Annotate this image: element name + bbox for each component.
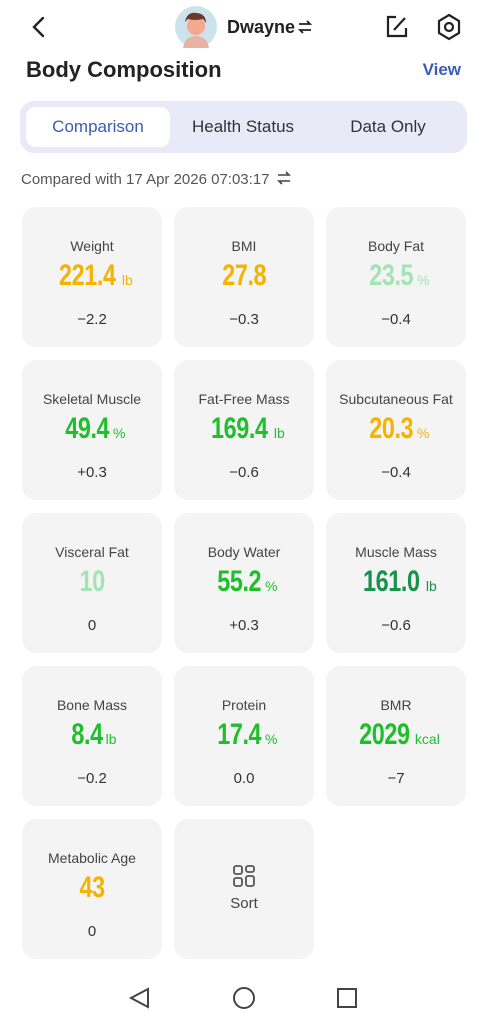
metric-change: +0.3: [229, 617, 259, 634]
nav-bar: [128, 987, 357, 1009]
metric-value: 20.3%: [326, 412, 466, 446]
metric-label: Body Fat: [367, 238, 425, 254]
metric-label: Protein: [221, 697, 267, 713]
tab[interactable]: Comparison: [26, 107, 170, 147]
section-title: Body Composition: [26, 57, 222, 82]
metric-label: Muscle Mass: [355, 544, 437, 560]
metric-change: −0.6: [229, 464, 259, 481]
metric-label: Subcutaneous Fat: [339, 391, 453, 407]
nav-home[interactable]: [233, 987, 255, 1009]
value-number: 49.4: [64, 412, 109, 445]
metric-change: −2.2: [77, 311, 107, 328]
metric-value: 27.8: [174, 259, 314, 293]
metric-change: 0: [87, 617, 97, 634]
metric-value: 221.4 lb: [22, 259, 162, 293]
metric-label: BMR: [380, 697, 412, 713]
metric-card[interactable]: BMR 2029 kcal −7: [326, 666, 466, 806]
metric-card[interactable]: Weight 221.4 lb −2.2: [22, 207, 162, 347]
metric-card[interactable]: Visceral Fat 10 0: [22, 513, 162, 653]
metric-label: BMI: [231, 238, 257, 254]
value-number: 8.4: [71, 718, 104, 751]
metric-value: 161.0 lb: [326, 565, 466, 599]
metric-card[interactable]: Muscle Mass 161.0 lb −0.6: [326, 513, 466, 653]
metric-label: Metabolic Age: [48, 850, 136, 866]
switch-icon[interactable]: [276, 171, 292, 185]
metric-value: 8.4 lb: [22, 718, 162, 752]
user-name[interactable]: Dwayne: [227, 17, 296, 37]
metric-change: −0.4: [381, 464, 411, 481]
back-button[interactable]: [28, 15, 50, 39]
metric-value: 10: [22, 565, 162, 599]
metric-change: +0.3: [77, 464, 107, 481]
value-number: 161.0: [363, 565, 420, 598]
sort-icon: [233, 865, 255, 887]
value-unit: lb: [425, 578, 437, 594]
value-unit: %: [264, 578, 278, 594]
edit-button[interactable]: [384, 14, 410, 40]
value-number: 55.2: [216, 565, 261, 598]
nav-recents[interactable]: [337, 988, 357, 1008]
tab[interactable]: Health Status: [191, 117, 295, 136]
sort-card[interactable]: Sort: [174, 819, 314, 959]
metric-card[interactable]: Metabolic Age 43 0: [22, 819, 162, 959]
metric-card[interactable]: Fat-Free Mass 169.4 lb −0.6: [174, 360, 314, 500]
value-number: 17.4: [216, 718, 261, 751]
compared-text: Compared with 17 Apr 2026 07:03:17: [21, 171, 292, 188]
value-number: 27.8: [221, 259, 266, 292]
metric-value: 23.5%: [326, 259, 466, 293]
metric-card[interactable]: BMI 27.8 −0.3: [174, 207, 314, 347]
metric-change: −0.3: [229, 311, 259, 328]
metric-label: Fat-Free Mass: [198, 391, 290, 407]
value-number: 2029: [359, 718, 410, 751]
metric-value: 49.4%: [22, 412, 162, 446]
metric-change: 0: [87, 923, 97, 940]
metric-value: 55.2%: [174, 565, 314, 599]
metric-value: 17.4%: [174, 718, 314, 752]
metric-card[interactable]: Body Water 55.2% +0.3: [174, 513, 314, 653]
value-number: 43: [79, 871, 105, 904]
metric-card[interactable]: Bone Mass 8.4 lb −0.2: [22, 666, 162, 806]
metric-card[interactable]: Body Fat 23.5% −0.4: [326, 207, 466, 347]
value-number: 10: [79, 565, 105, 598]
value-unit: %: [416, 272, 430, 288]
metric-change: −0.2: [77, 770, 107, 787]
metric-label: Bone Mass: [56, 697, 128, 713]
metric-value: 2029 kcal: [326, 718, 466, 752]
view-link[interactable]: View: [422, 60, 461, 79]
metric-change: −0.6: [381, 617, 411, 634]
value-number: 20.3: [368, 412, 413, 445]
value-unit: lb: [121, 272, 133, 288]
value-unit: lb: [105, 731, 117, 747]
value-number: 221.4: [59, 259, 116, 292]
metric-label: Visceral Fat: [55, 544, 129, 560]
metric-change: −7: [387, 770, 405, 787]
metric-label: Weight: [70, 238, 114, 254]
switch-icon[interactable]: [297, 19, 313, 35]
avatar[interactable]: [175, 6, 217, 48]
nav-back[interactable]: [128, 987, 149, 1009]
value-unit: lb: [273, 425, 285, 441]
tab-bar: Comparison Health Status Data Only: [20, 101, 467, 153]
value-unit: kcal: [414, 731, 440, 747]
metric-change: −0.4: [381, 311, 411, 328]
metric-value: 169.4 lb: [174, 412, 314, 446]
metric-label: Body Water: [207, 544, 281, 560]
value-unit: %: [416, 425, 430, 441]
metric-card[interactable]: Skeletal Muscle 49.4% +0.3: [22, 360, 162, 500]
settings-button[interactable]: [435, 13, 463, 41]
metric-value: 43: [22, 871, 162, 905]
metric-card[interactable]: Subcutaneous Fat 20.3% −0.4: [326, 360, 466, 500]
metric-card[interactable]: Protein 17.4% 0.0: [174, 666, 314, 806]
compared-label: Compared with 17 Apr 2026 07:03:17: [21, 171, 270, 188]
sort-label: Sort: [230, 895, 258, 912]
metric-change: 0.0: [233, 770, 255, 787]
value-number: 23.5: [368, 259, 413, 292]
value-unit: %: [112, 425, 126, 441]
value-unit: %: [264, 731, 278, 747]
value-number: 169.4: [211, 412, 268, 445]
tab[interactable]: Data Only: [350, 117, 426, 136]
metric-label: Skeletal Muscle: [42, 391, 142, 407]
